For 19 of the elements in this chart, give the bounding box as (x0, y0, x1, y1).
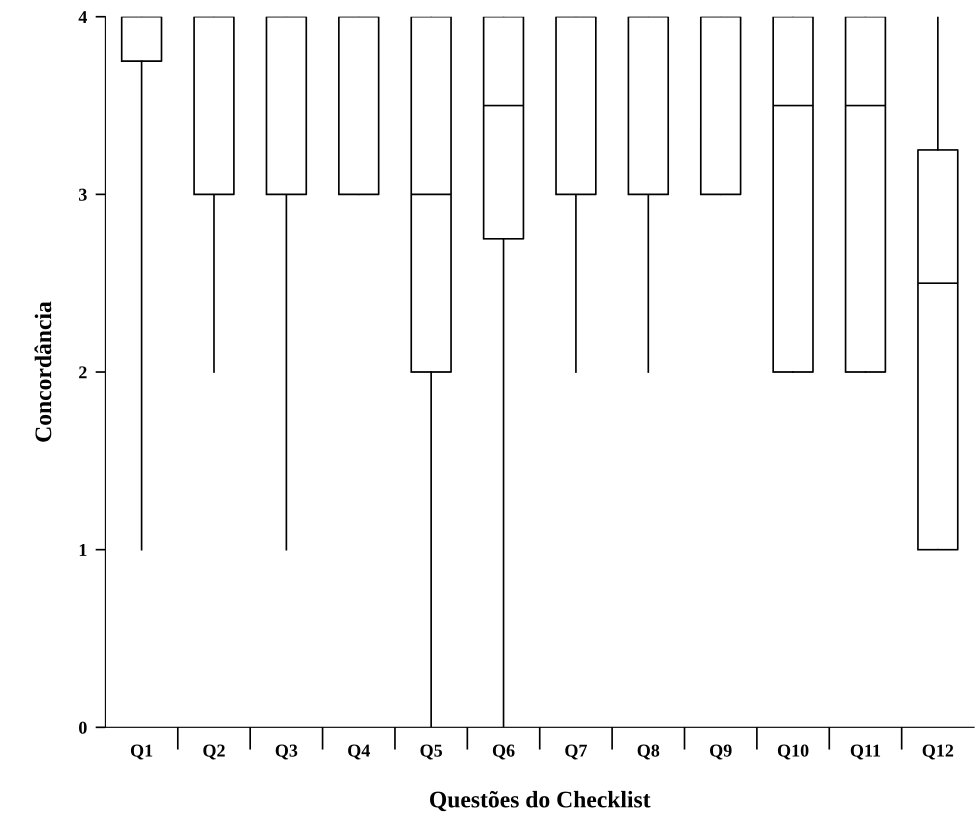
y-tick-label: 3 (79, 188, 87, 201)
x-tick-label: Q2 (203, 744, 225, 760)
x-tick-label: Q3 (276, 744, 298, 760)
y-axis-title: Concordância (34, 302, 52, 442)
x-tick-label: Q6 (492, 744, 515, 760)
y-tick-label: 0 (79, 722, 87, 734)
x-axis-title: Questões do Checklist (430, 790, 650, 812)
x-tick-label: Q8 (638, 744, 660, 760)
x-tick-label: Q4 (348, 744, 370, 760)
x-tick-label: Q7 (565, 744, 588, 760)
x-tick-label: Q12 (922, 744, 954, 760)
x-tick-label: Q9 (710, 744, 732, 760)
y-tick-label: 4 (78, 11, 88, 23)
x-tick-label: Q1 (130, 744, 152, 760)
x-tick-label: Q11 (850, 744, 880, 760)
y-tick-label: 2 (79, 366, 87, 378)
y-tick-label: 1 (80, 544, 86, 556)
x-tick-label: Q5 (420, 744, 442, 760)
x-tick-label: Q10 (778, 744, 808, 760)
